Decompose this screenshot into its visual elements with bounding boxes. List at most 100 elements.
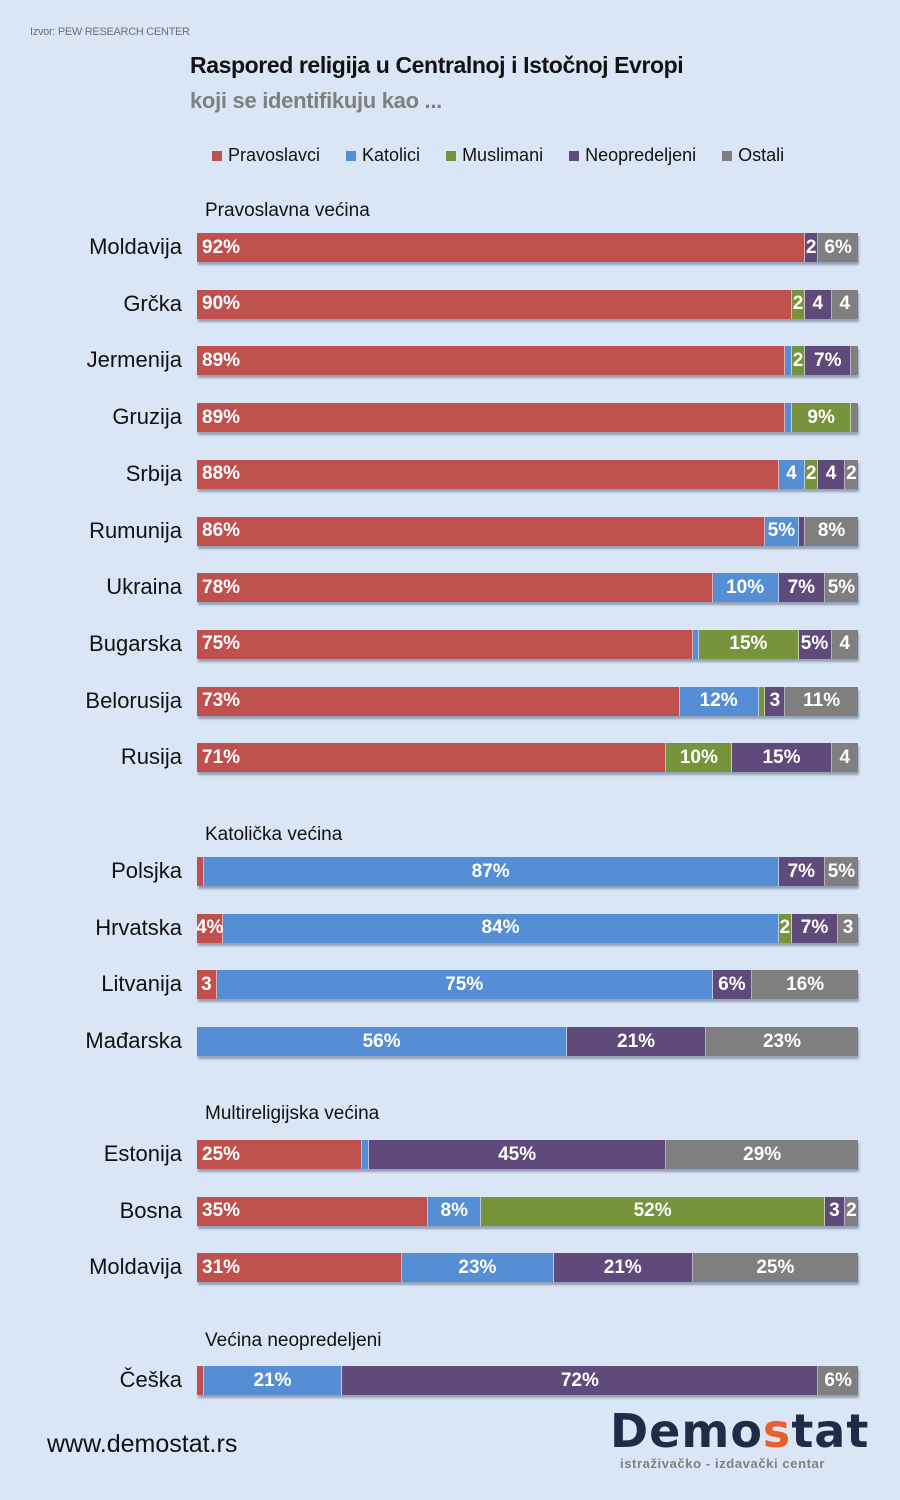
legend: Pravoslavci Katolici Muslimani Neopredeljen…	[212, 145, 810, 166]
legend-swatch-pravoslavci	[212, 150, 222, 161]
bar-segment-ostali: 6%	[818, 1366, 858, 1395]
stacked-bar: 89% 9%	[197, 403, 858, 433]
country-label: Srbija	[125, 460, 182, 486]
country-label: Moldavija	[89, 1254, 182, 1280]
bar-segment-katolici: 4	[778, 459, 806, 489]
country-label: Polsjka	[111, 858, 182, 883]
stacked-bar: 31% 23% 21% 25%	[197, 1253, 858, 1283]
stacked-bar: 4% 84% 2 7% 3	[196, 913, 858, 943]
country-label: Litvanija	[101, 971, 182, 997]
stacked-bar: 89% 2 7%	[197, 346, 858, 376]
legend-label: Muslimani	[462, 145, 544, 165]
bar-segment-neopredeljeni: 7%	[791, 913, 839, 943]
logo-wordmark: Demostat	[610, 1408, 869, 1454]
country-label: Moldavija	[89, 234, 182, 259]
country-label: Mađarska	[85, 1028, 182, 1054]
bar-segment-neopredeljeni: 3	[765, 686, 786, 716]
country-label: Belorusija	[85, 687, 182, 713]
bar-segment-pravoslavci: 90%	[197, 289, 792, 319]
bar-segment-neopredeljeni: 6%	[712, 970, 753, 1000]
bar-segment-ostali: 5%	[824, 857, 858, 886]
bar-segment-pravoslavci: 35%	[197, 1196, 429, 1226]
stacked-bar: 92% 2 6%	[197, 233, 858, 262]
bar-segment-pravoslavci: 25%	[197, 1140, 363, 1169]
bar-segment-ostali: 4	[831, 289, 858, 319]
bar-segment-pravoslavci: 73%	[197, 686, 680, 716]
bar-segment-katolici: 23%	[401, 1253, 554, 1283]
bar-segment-neopredeljeni: 2	[805, 233, 819, 262]
bar-segment-pravoslavci: 3	[197, 970, 217, 1000]
legend-swatch-muslimani	[446, 150, 457, 161]
legend-label: Ostali	[738, 145, 785, 165]
stacked-bar: 88% 4 2 4 2	[197, 459, 858, 489]
chart-title: Raspored religija u Centralnoj i Istočno…	[190, 52, 684, 78]
bar-segment-ostali: 4	[831, 743, 858, 773]
country-label: Gruzija	[112, 404, 182, 430]
bar-segment-ostali: 29%	[666, 1140, 858, 1169]
country-label: Rusija	[120, 744, 182, 770]
demostat-logo: Demostat istraživačko - izdavački centar	[610, 1408, 869, 1471]
bar-segment-katolici	[785, 346, 792, 376]
country-label: Estonija	[103, 1141, 182, 1166]
bar-segment-neopredeljeni: 7%	[778, 857, 825, 886]
bar-segment-ostali: 23%	[705, 1027, 858, 1057]
bar-segment-muslimani: 2	[778, 913, 792, 943]
bar-segment-ostali: 8%	[805, 516, 858, 546]
group-label: Pravoslavna većina	[205, 200, 370, 221]
stacked-bar: 90% 2 4 4	[197, 289, 858, 319]
country-label: Hrvatska	[95, 914, 182, 940]
bar-segment-neopredeljeni: 7%	[778, 573, 825, 603]
country-label: Bugarska	[89, 630, 182, 656]
bar-segment-ostali	[851, 346, 858, 376]
bar-segment-ostali: 2	[844, 459, 858, 489]
bar-segment-ostali: 2	[844, 1196, 858, 1226]
bar-segment-katolici: 21%	[203, 1366, 343, 1395]
source-note: Izvor: PEW RESEARCH CENTER	[30, 26, 190, 38]
bar-segment-muslimani: 15%	[699, 629, 799, 659]
bar-segment-ostali	[851, 403, 858, 433]
country-label: Rumunija	[89, 517, 182, 543]
stacked-bar: 3 75% 6% 16%	[197, 970, 858, 1000]
bar-segment-neopredeljeni: 21%	[553, 1253, 693, 1283]
bar-segment-neopredeljeni: 4	[805, 289, 832, 319]
bar-segment-muslimani: 10%	[666, 743, 733, 773]
bar-segment-ostali: 3	[838, 913, 858, 943]
bar-segment-muslimani	[758, 686, 766, 716]
bar-segment-ostali: 4	[831, 629, 858, 659]
group-label: Multireligijska većina	[205, 1103, 380, 1124]
country-label: Bosna	[119, 1197, 182, 1223]
bar-segment-pravoslavci: 88%	[197, 459, 779, 489]
stacked-bar: 25% 45% 29%	[197, 1140, 858, 1169]
legend-label: Pravoslavci	[228, 145, 321, 165]
bar-segment-pravoslavci: 78%	[197, 573, 713, 603]
group-label: Katolička većina	[205, 824, 343, 845]
country-label: Ukraina	[106, 574, 182, 600]
bar-segment-muslimani: 2	[805, 459, 819, 489]
bar-segment-muslimani: 52%	[481, 1196, 825, 1226]
bar-segment-neopredeljeni: 21%	[567, 1027, 706, 1057]
bar-segment-katolici: 75%	[216, 970, 713, 1000]
bar-segment-katolici: 56%	[197, 1027, 568, 1057]
bar-segment-neopredeljeni: 45%	[368, 1140, 667, 1169]
legend-label: Neopredeljeni	[585, 145, 697, 165]
bar-segment-ostali: 11%	[785, 686, 858, 716]
bar-segment-pravoslavci: 75%	[197, 629, 693, 659]
logo-accent: s	[762, 1404, 792, 1458]
stacked-bar: 86% 5% 8%	[197, 516, 858, 546]
legend-item-muslimani: Muslimani	[446, 145, 543, 166]
bar-segment-neopredeljeni	[798, 516, 806, 546]
bar-segment-pravoslavci	[197, 1366, 204, 1395]
legend-swatch-neopredeljeni	[569, 150, 580, 161]
bar-segment-ostali: 6%	[818, 233, 858, 262]
bar-segment-katolici: 87%	[203, 857, 779, 886]
logo-part-1: Demo	[610, 1404, 763, 1458]
bar-segment-pravoslavci: 92%	[197, 233, 806, 262]
stacked-bar: 73% 12% 3 11%	[197, 686, 858, 716]
logo-tagline: istraživačko - izdavački centar	[620, 1456, 826, 1471]
legend-item-neopredeljeni: Neopredeljeni	[569, 145, 696, 166]
bar-segment-neopredeljeni: 3	[824, 1196, 845, 1226]
legend-item-ostali: Ostali	[722, 145, 784, 166]
bar-segment-pravoslavci: 31%	[197, 1253, 402, 1283]
bar-segment-katolici	[785, 403, 792, 433]
bar-segment-pravoslavci	[197, 857, 204, 886]
